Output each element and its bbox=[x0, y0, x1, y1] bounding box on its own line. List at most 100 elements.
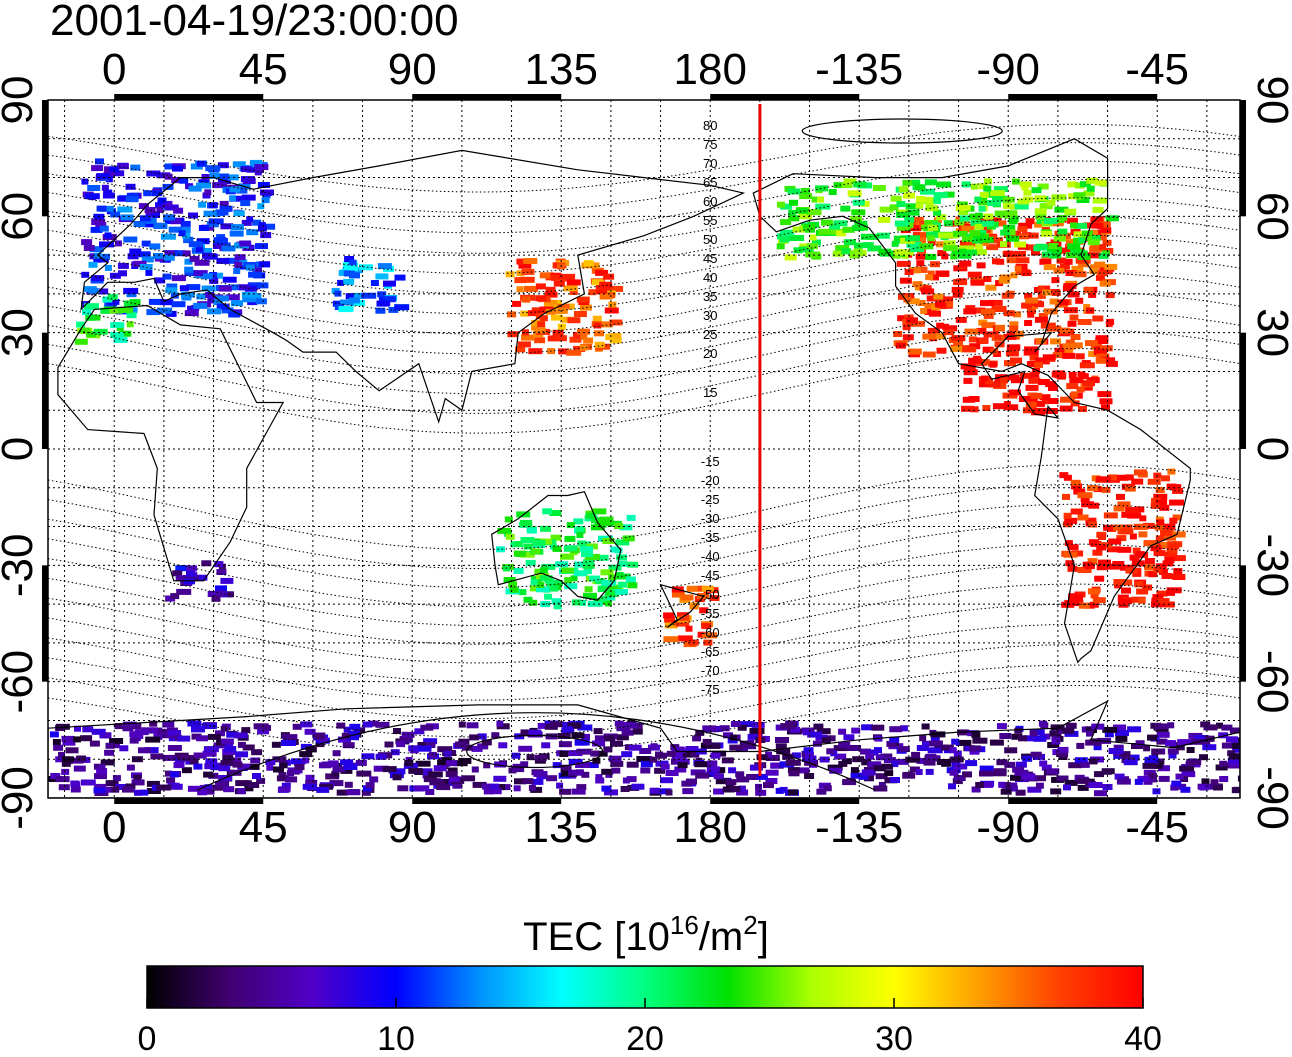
tec-cell bbox=[507, 331, 519, 338]
top-lon-tick-label: -90 bbox=[976, 45, 1040, 94]
tec-cell bbox=[1095, 357, 1106, 364]
tec-cell bbox=[912, 216, 924, 223]
tec-cell bbox=[1169, 517, 1178, 524]
tec-cell bbox=[993, 768, 1007, 775]
tec-cell bbox=[1063, 349, 1074, 356]
tec-cell bbox=[1068, 371, 1077, 378]
tec-cell bbox=[1062, 343, 1076, 350]
tec-cell bbox=[362, 785, 372, 792]
tec-cell bbox=[926, 295, 935, 302]
tec-cell bbox=[122, 786, 134, 793]
tec-cell bbox=[220, 760, 233, 767]
tec-cell bbox=[605, 771, 613, 778]
tec-cell bbox=[1114, 773, 1125, 780]
tec-cell bbox=[926, 231, 942, 238]
tec-cell bbox=[225, 743, 233, 749]
tec-cell bbox=[843, 178, 857, 185]
tec-cell bbox=[145, 217, 157, 224]
tec-cell bbox=[223, 786, 235, 793]
tec-cell bbox=[585, 512, 597, 519]
tec-cell bbox=[1094, 261, 1106, 268]
tec-cell bbox=[886, 740, 897, 747]
tec-cell bbox=[404, 760, 414, 766]
south-mlat-oval-inner bbox=[466, 734, 604, 769]
tec-cell bbox=[1156, 731, 1170, 738]
tec-cell bbox=[730, 734, 737, 741]
tec-cell bbox=[780, 723, 796, 730]
tec-cell bbox=[257, 225, 267, 232]
tec-cell bbox=[880, 753, 893, 760]
tec-cell bbox=[151, 190, 163, 197]
tec-cell bbox=[1001, 782, 1011, 788]
tec-cell bbox=[573, 345, 586, 352]
tec-cell bbox=[557, 733, 571, 739]
tec-cell bbox=[500, 784, 511, 791]
tec-cell bbox=[787, 767, 800, 774]
tec-cell bbox=[86, 331, 96, 338]
tec-cell bbox=[1024, 320, 1033, 326]
tec-cell bbox=[840, 182, 853, 189]
tec-cell bbox=[1194, 735, 1209, 741]
tec-cell bbox=[579, 304, 592, 311]
tec-cell bbox=[1064, 600, 1080, 607]
tec-cell bbox=[818, 228, 832, 235]
tec-cell bbox=[1037, 183, 1049, 190]
tec-cell bbox=[889, 726, 903, 733]
tec-cell bbox=[1011, 250, 1026, 257]
tec-cell bbox=[523, 543, 533, 550]
tec-cell bbox=[1014, 769, 1029, 776]
tec-cell bbox=[129, 737, 139, 744]
tec-cell bbox=[1165, 740, 1177, 747]
tec-cell bbox=[528, 729, 542, 736]
tec-cell bbox=[109, 166, 120, 173]
tec-cell bbox=[970, 183, 978, 190]
tec-cell bbox=[1011, 178, 1020, 185]
mlat-contour bbox=[48, 603, 1240, 682]
tec-cell bbox=[134, 729, 149, 736]
tec-cell bbox=[1232, 746, 1240, 753]
tec-cell bbox=[1172, 514, 1182, 521]
tec-cell bbox=[1087, 558, 1098, 565]
tec-cell bbox=[305, 746, 317, 753]
tec-cell bbox=[1073, 192, 1086, 199]
tec-cell bbox=[695, 772, 710, 779]
tec-cell bbox=[553, 280, 565, 287]
tec-cell bbox=[358, 264, 373, 271]
tec-cell bbox=[1092, 549, 1103, 556]
tec-cell bbox=[975, 244, 984, 251]
mlat-label: -60 bbox=[701, 625, 720, 640]
tec-cell bbox=[202, 273, 213, 280]
tec-cell bbox=[865, 753, 875, 760]
tec-cell bbox=[508, 581, 517, 588]
tec-cell bbox=[91, 219, 106, 226]
tec-cell bbox=[229, 195, 243, 202]
tec-cell bbox=[294, 764, 305, 771]
tec-cell bbox=[172, 570, 183, 577]
tec-cell bbox=[555, 335, 567, 342]
tec-cell bbox=[682, 788, 694, 795]
tec-cell bbox=[1003, 250, 1013, 257]
tec-cell bbox=[838, 741, 851, 748]
tec-cell bbox=[983, 185, 992, 192]
tec-cell bbox=[1009, 321, 1019, 328]
tec-cell bbox=[751, 721, 765, 728]
tec-cell bbox=[1029, 730, 1038, 737]
tec-cell bbox=[660, 777, 673, 784]
tec-cell bbox=[107, 298, 120, 305]
frame-tick-marks bbox=[42, 94, 1246, 804]
tec-cell bbox=[331, 770, 340, 777]
tec-cell bbox=[851, 209, 866, 216]
tec-region bbox=[331, 256, 410, 314]
tec-cell bbox=[193, 763, 203, 770]
tec-cell bbox=[50, 773, 61, 779]
tec-cell bbox=[682, 751, 691, 758]
tec-cell bbox=[534, 337, 546, 344]
tec-cell bbox=[999, 733, 1012, 739]
tec-cell bbox=[238, 284, 250, 291]
tec-cell bbox=[715, 778, 730, 785]
tec-cell bbox=[850, 767, 859, 774]
tec-cell bbox=[89, 740, 100, 747]
tec-cell bbox=[706, 771, 718, 777]
tec-cell bbox=[968, 336, 977, 343]
tec-cell bbox=[173, 207, 184, 214]
